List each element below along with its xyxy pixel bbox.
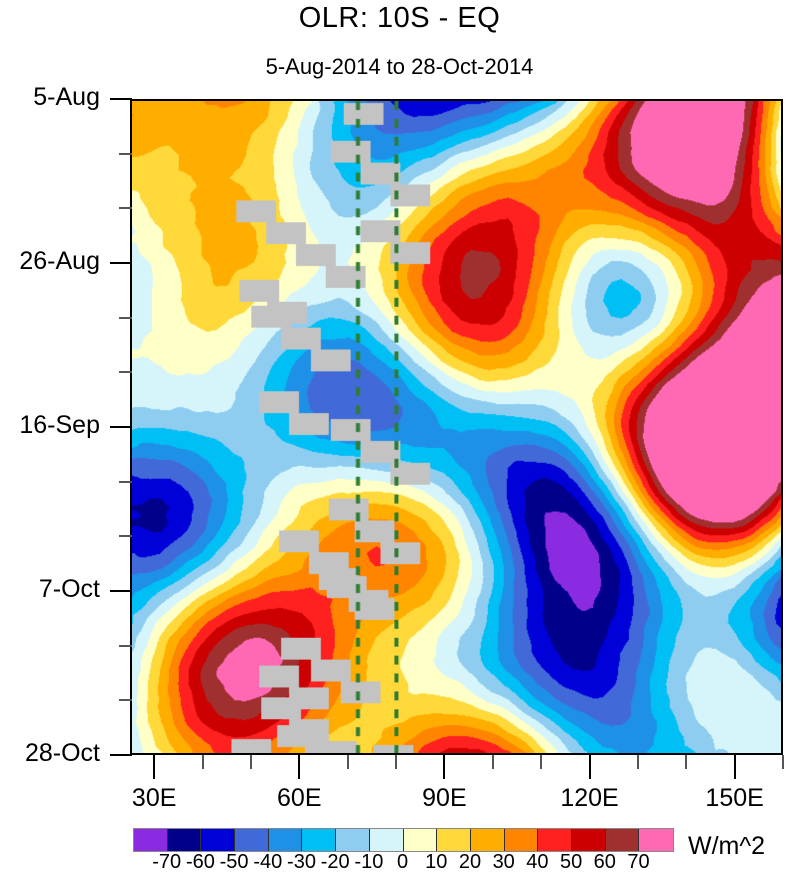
colorbar-tick-label: -10 <box>354 851 384 873</box>
colorbar-swatch <box>167 829 202 851</box>
colorbar-swatch <box>538 829 572 851</box>
x-tick-minor <box>395 755 398 769</box>
x-tick-minor <box>491 755 494 769</box>
x-tick-minor <box>685 755 688 769</box>
y-tick-minor <box>119 644 132 647</box>
x-tick-label: 90E <box>422 784 467 812</box>
x-tick-minor <box>249 755 252 769</box>
x-tick-label: 150E <box>705 784 764 812</box>
x-tick-major <box>153 755 156 779</box>
y-tick-minor <box>119 480 132 483</box>
colorbar-tick-label: 60 <box>593 851 616 873</box>
colorbar-swatch <box>437 829 471 851</box>
y-tick-minor <box>119 699 132 702</box>
x-tick-minor <box>636 755 639 769</box>
colorbar-units-label: W/m^2 <box>688 832 766 860</box>
y-tick-label: 5-Aug <box>33 83 100 111</box>
y-tick-major <box>110 426 132 428</box>
colorbar-swatch <box>605 829 640 851</box>
colorbar-tick-label: 70 <box>627 851 650 873</box>
y-tick-major <box>110 754 132 756</box>
colorbar-tick-label: -50 <box>219 851 249 873</box>
y-tick-label: 28-Oct <box>24 739 100 767</box>
y-tick-major <box>110 98 132 100</box>
y-tick-label: 26-Aug <box>19 247 100 275</box>
colorbar-swatch <box>504 829 539 851</box>
colorbar-swatch <box>201 829 236 851</box>
colorbar-tick-label: 20 <box>458 851 482 873</box>
colorbar-swatch <box>571 829 606 851</box>
colorbar-tick-label: -20 <box>320 851 350 873</box>
y-tick-major <box>110 590 132 592</box>
colorbar-swatch <box>639 829 673 851</box>
y-tick-minor <box>119 152 132 155</box>
x-tick-minor <box>201 755 204 769</box>
colorbar-tick-label: -40 <box>253 851 283 873</box>
colorbar-swatch <box>302 829 337 851</box>
colorbar-tick-label: 30 <box>492 851 515 873</box>
colorbar-tick-label: 0 <box>397 851 409 873</box>
colorbar-tick-label: 40 <box>526 851 549 873</box>
colorbar-tick-labels: -70 -60 -50 -40 -30 -20 -10 0 10 20 30 40 50 60 70 <box>0 851 799 873</box>
y-tick-minor <box>119 371 132 374</box>
colorbar-swatch <box>336 829 370 851</box>
hovmoller-plot-area <box>130 99 783 755</box>
y-tick-minor <box>119 207 132 210</box>
x-tick-minor <box>346 755 349 769</box>
x-tick-label: 120E <box>560 784 619 812</box>
colorbar-swatch <box>470 829 505 851</box>
y-tick-label: 16-Sep <box>19 411 100 439</box>
y-tick-label: 7-Oct <box>38 575 100 603</box>
x-tick-major <box>443 755 446 779</box>
y-tick-minor <box>119 316 132 319</box>
colorbar-swatch <box>235 829 269 851</box>
colorbar-swatch <box>403 829 438 851</box>
colorbar-swatch <box>369 829 404 851</box>
x-tick-major <box>733 755 736 779</box>
colorbar-tick-label: 50 <box>559 851 583 873</box>
x-tick-minor <box>540 755 543 769</box>
colorbar-swatch <box>134 829 168 851</box>
x-tick-minor <box>782 755 784 769</box>
y-tick-major <box>110 262 132 264</box>
colorbar-tick-label: 10 <box>425 851 448 873</box>
y-tick-minor <box>119 535 132 538</box>
colorbar-tick-label: -70 <box>152 851 182 873</box>
page-title: OLR: 10S - EQ <box>298 2 501 34</box>
chart-subtitle: 5-Aug-2014 to 28-Oct-2014 <box>265 54 534 79</box>
x-tick-major <box>588 755 591 779</box>
colorbar-tick-label: -60 <box>185 851 215 873</box>
colorbar <box>133 828 674 852</box>
x-tick-major <box>298 755 301 779</box>
contour-field-canvas <box>132 101 781 753</box>
x-tick-label: 60E <box>277 784 322 812</box>
x-tick-label: 30E <box>131 784 177 812</box>
colorbar-tick-label: -30 <box>287 851 316 873</box>
colorbar-swatch <box>268 829 303 851</box>
